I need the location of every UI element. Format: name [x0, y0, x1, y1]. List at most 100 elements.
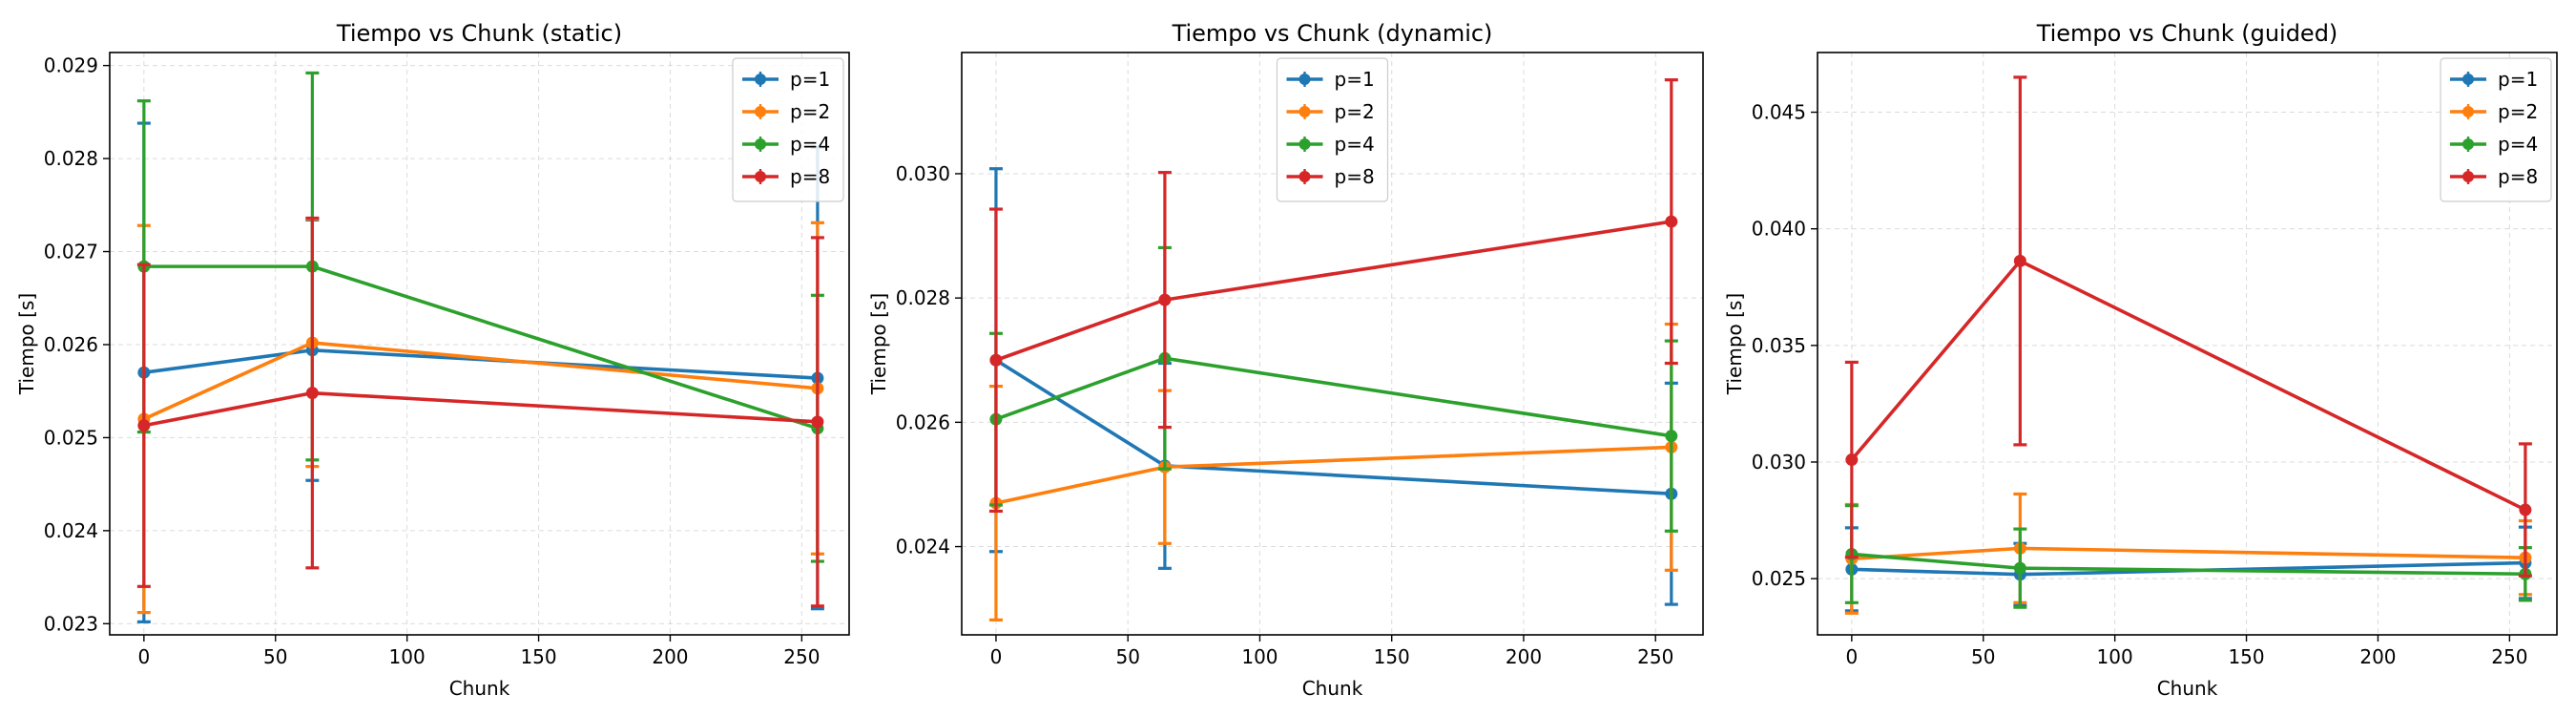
x-tick-label: 200 [2359, 645, 2396, 668]
legend-label: p=8 [1335, 165, 1375, 188]
series-p8 [1844, 75, 2532, 578]
legend-label: p=1 [1335, 68, 1375, 91]
legend-marker [2462, 74, 2474, 85]
x-tick-label: 250 [1637, 645, 1673, 668]
y-tick-label: 0.030 [1752, 451, 1806, 474]
legend-marker [1298, 106, 1311, 117]
legend: p=1 p=2 p=4 p=8 [2440, 57, 2552, 202]
x-tick-label: 50 [1971, 645, 1995, 668]
y-axis-label: Tiempo [s] [15, 293, 38, 395]
data-point [1845, 453, 1859, 467]
x-tick-label: 200 [1506, 645, 1542, 668]
x-tick-label: 200 [652, 645, 688, 668]
data-point [1665, 430, 1678, 443]
x-tick-label: 100 [1241, 645, 1278, 668]
series-lines [136, 71, 824, 623]
data-point [137, 419, 151, 432]
legend-marker [755, 106, 766, 117]
x-tick-label: 150 [2228, 645, 2264, 668]
x-tick-label: 150 [520, 645, 556, 668]
legend-item: p=8 [742, 165, 830, 188]
series-lines [1844, 75, 2532, 615]
legend-marker [1298, 74, 1311, 85]
chart-title: Tiempo vs Chunk (dynamic) [1172, 20, 1493, 47]
x-tick-label: 250 [783, 645, 820, 668]
series-p8 [136, 216, 824, 608]
y-tick-label: 0.040 [1752, 218, 1806, 241]
y-tick-label: 0.024 [896, 536, 950, 558]
x-tick-label: 0 [990, 645, 1003, 668]
legend-item: p=2 [1286, 100, 1375, 123]
legend-label: p=4 [2498, 133, 2538, 156]
y-tick-label: 0.025 [1752, 567, 1806, 590]
legend-label: p=2 [1335, 100, 1375, 123]
axis-ticks: 0 50 100 150 200 250 0.023 0.024 0.025 0.026 0.027… [44, 54, 821, 668]
x-tick-label: 100 [2097, 645, 2133, 668]
y-tick-label: 0.025 [44, 426, 98, 449]
x-tick-label: 150 [1374, 645, 1410, 668]
legend: p=1 p=2 p=4 p=8 [732, 57, 844, 202]
chart-title: Tiempo vs Chunk (static) [336, 20, 622, 47]
y-axis-label: Tiempo [s] [1723, 293, 1746, 395]
legend-label: p=8 [790, 165, 830, 188]
legend-item: p=1 [1286, 68, 1375, 91]
y-tick-label: 0.028 [896, 286, 950, 309]
legend: p=1 p=2 p=4 p=8 [1276, 57, 1389, 202]
legend-box [2440, 57, 2552, 202]
y-tick-label: 0.027 [44, 241, 98, 263]
gridlines [110, 53, 849, 635]
legend-label: p=4 [1335, 133, 1375, 156]
axis-ticks: 0 50 100 150 200 250 0.025 0.030 0.035 0.040 0.045 [1752, 101, 2528, 668]
y-axis-label: Tiempo [s] [867, 293, 890, 395]
legend-marker [1298, 138, 1311, 150]
chart-dynamic: 0 50 100 150 200 250 0.024 0.026 0.028 0.030 Tiem… [867, 20, 1704, 700]
legend-item: p=4 [1286, 133, 1375, 156]
legend-marker [755, 171, 766, 182]
legend-marker [1298, 171, 1311, 182]
y-tick-label: 0.035 [1752, 334, 1806, 357]
legend-label: p=1 [790, 68, 830, 91]
legend-item: p=1 [742, 68, 830, 91]
legend-item: p=4 [2450, 133, 2538, 156]
legend-marker [2462, 106, 2474, 117]
y-tick-label: 0.028 [44, 147, 98, 170]
data-point [2519, 503, 2532, 516]
x-axis-label: Chunk [449, 677, 510, 700]
legend-label: p=2 [790, 100, 830, 123]
series-p8 [988, 78, 1678, 514]
x-tick-label: 0 [1845, 645, 1858, 668]
plot-frame [109, 52, 850, 636]
series-lines [988, 78, 1678, 621]
legend-label: p=4 [790, 133, 830, 156]
y-tick-label: 0.023 [44, 612, 98, 635]
y-tick-label: 0.030 [896, 162, 950, 185]
legend-item: p=2 [742, 100, 830, 123]
data-point [989, 353, 1003, 367]
x-tick-label: 50 [263, 645, 287, 668]
legend-box [732, 57, 844, 202]
data-point [1158, 293, 1172, 306]
legend-marker [755, 74, 766, 85]
legend-label: p=8 [2498, 165, 2538, 188]
x-tick-label: 0 [137, 645, 150, 668]
data-point [1665, 215, 1678, 228]
legend-box [1276, 57, 1389, 202]
y-tick-label: 0.045 [1752, 101, 1806, 124]
plot-frame [1817, 52, 2558, 636]
x-tick-label: 100 [389, 645, 426, 668]
legend-item: p=1 [2450, 68, 2538, 91]
legend-item: p=2 [2450, 100, 2538, 123]
axis-ticks: 0 50 100 150 200 250 0.024 0.026 0.028 0.030 [896, 162, 1674, 668]
x-tick-label: 250 [2491, 645, 2527, 668]
y-tick-label: 0.029 [44, 54, 98, 77]
legend-item: p=8 [1286, 165, 1375, 188]
legend-marker [2462, 171, 2474, 182]
data-point [811, 415, 824, 429]
plot-frame [961, 52, 1704, 636]
y-tick-label: 0.024 [44, 519, 98, 542]
legend-label: p=2 [2498, 100, 2538, 123]
data-point [305, 387, 319, 400]
legend-marker [2462, 138, 2474, 150]
y-tick-label: 0.026 [896, 411, 950, 433]
chart-guided: 0 50 100 150 200 250 0.025 0.030 0.035 0.040 0.045… [1723, 20, 2558, 700]
